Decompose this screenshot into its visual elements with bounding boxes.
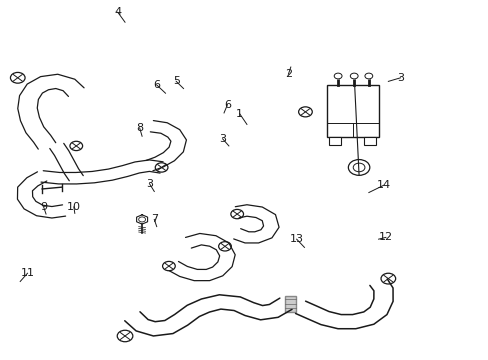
Text: 5: 5 — [172, 76, 180, 86]
Text: 6: 6 — [153, 80, 160, 90]
Text: 9: 9 — [40, 202, 47, 212]
Text: 3: 3 — [396, 73, 403, 83]
Circle shape — [349, 73, 357, 79]
Text: 4: 4 — [114, 7, 121, 17]
FancyBboxPatch shape — [285, 296, 295, 312]
Circle shape — [364, 73, 372, 79]
Circle shape — [333, 73, 341, 79]
Text: 6: 6 — [224, 100, 230, 110]
Text: 3: 3 — [219, 134, 225, 144]
Bar — [363, 137, 375, 145]
Text: 3: 3 — [145, 179, 153, 189]
Text: 7: 7 — [150, 215, 158, 224]
Text: 2: 2 — [284, 69, 291, 79]
Bar — [327, 85, 378, 137]
Bar — [328, 137, 340, 145]
Text: 1: 1 — [236, 109, 243, 119]
Text: 10: 10 — [67, 202, 81, 212]
Text: 13: 13 — [289, 234, 303, 244]
Text: 14: 14 — [376, 180, 390, 190]
Polygon shape — [136, 215, 147, 224]
Text: 12: 12 — [378, 232, 392, 242]
Text: 11: 11 — [20, 268, 35, 278]
Text: 8: 8 — [136, 123, 143, 133]
